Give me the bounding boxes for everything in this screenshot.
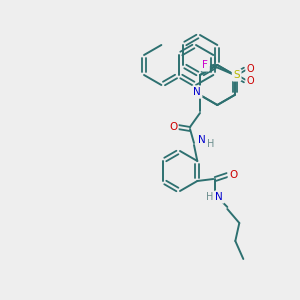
Text: N: N [193,87,201,97]
Text: F: F [202,60,208,70]
Text: O: O [229,170,237,180]
Text: O: O [169,122,177,132]
Text: O: O [247,76,254,86]
Text: H: H [206,192,213,202]
Text: N: N [215,192,223,202]
Text: N: N [198,135,206,145]
Text: H: H [207,139,215,149]
Text: O: O [247,64,254,74]
Text: S: S [233,70,240,80]
